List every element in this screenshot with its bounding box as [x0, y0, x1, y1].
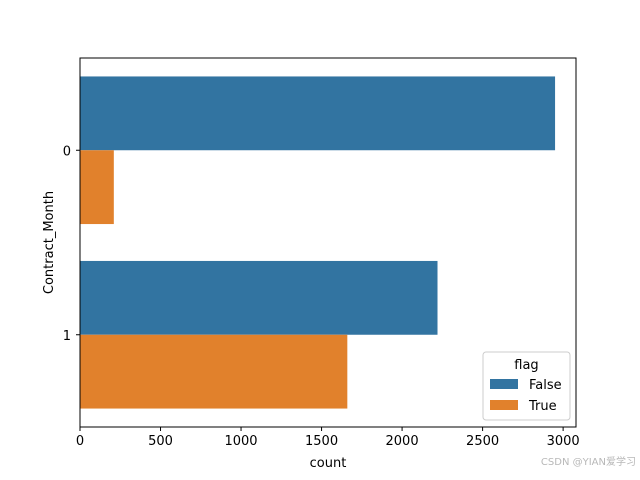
legend-swatch-true: [490, 400, 518, 410]
y-axis-ticks: 01: [63, 144, 80, 344]
legend-swatch-false: [490, 379, 518, 389]
y-tick-label: 0: [63, 144, 71, 159]
legend-title: flag: [514, 358, 538, 373]
x-tick-label: 0: [76, 434, 84, 449]
bars-group: [80, 76, 556, 409]
watermark: CSDN @YIAN爱学习: [540, 457, 636, 468]
x-tick-label: 3000: [547, 434, 580, 449]
x-tick-label: 1500: [305, 434, 338, 449]
bar-1-false: [80, 260, 438, 335]
y-axis-label: Contract_Month: [42, 191, 57, 294]
x-tick-label: 2500: [466, 434, 499, 449]
y-tick-label: 1: [63, 329, 71, 344]
plot-frame: [79, 57, 577, 428]
x-tick-label: 1000: [224, 434, 257, 449]
legend-label-false: False: [529, 378, 562, 393]
legend: flag False True: [482, 351, 571, 421]
legend-label-true: True: [528, 399, 557, 414]
x-axis-ticks: 0 500 1000 1500 2000 2500 3000: [76, 427, 580, 449]
x-tick-label: 500: [148, 434, 173, 449]
x-tick-label: 2000: [386, 434, 419, 449]
bar-0-false: [80, 76, 556, 151]
bar-0-true: [80, 150, 114, 225]
bar-1-true: [80, 334, 348, 409]
x-axis-label: count: [310, 456, 347, 471]
